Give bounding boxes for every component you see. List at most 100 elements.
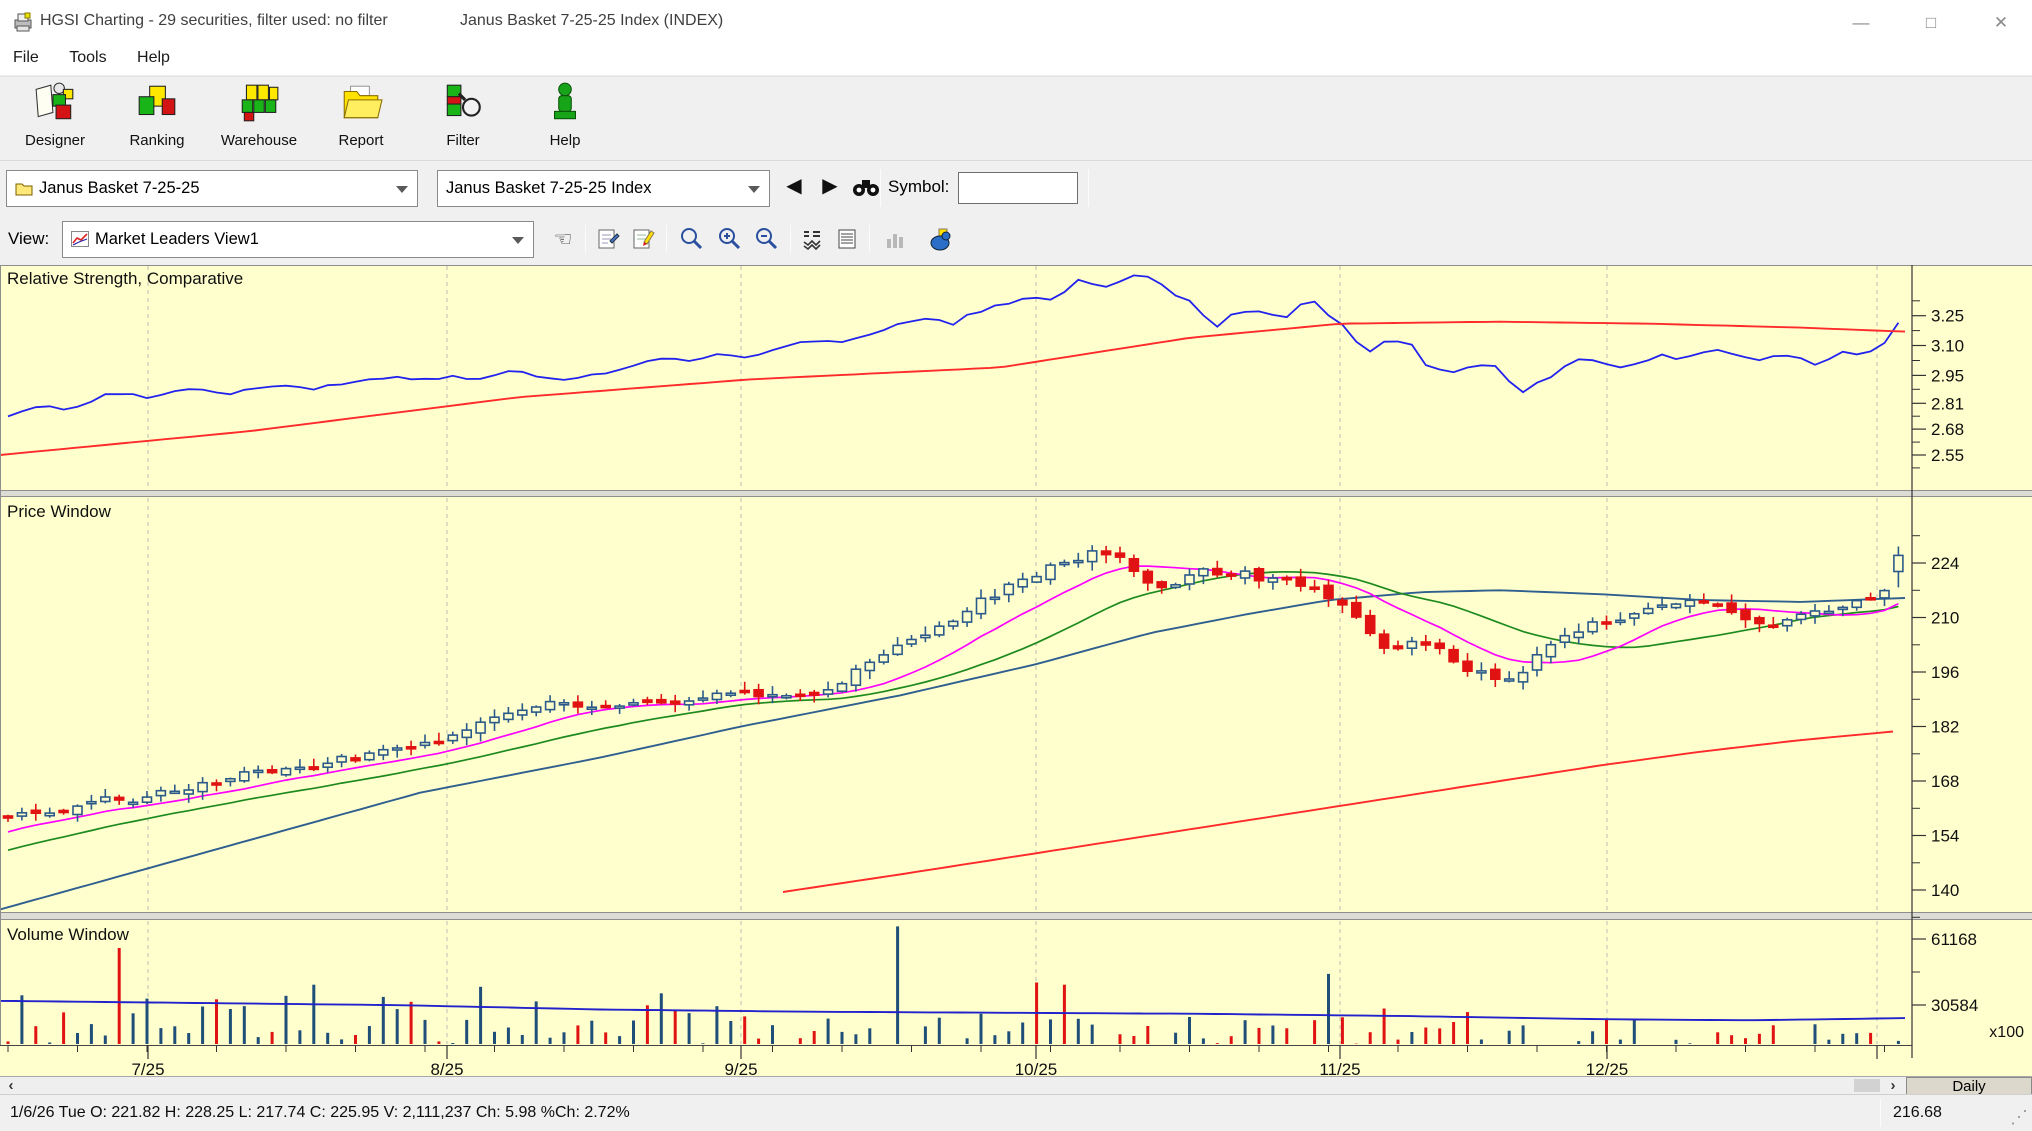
zoom-in-button[interactable] xyxy=(714,224,744,254)
zoom-out-icon xyxy=(756,228,778,250)
mascot-tool-button[interactable] xyxy=(926,224,956,254)
hand-pointer-icon: ☜ xyxy=(553,227,573,251)
data-sheet-button[interactable] xyxy=(832,224,862,254)
periodicity-tab-daily[interactable]: Daily xyxy=(1906,1077,2032,1095)
svg-text:30584: 30584 xyxy=(1931,996,1978,1015)
horizontal-scrollbar[interactable]: ‹ › Daily xyxy=(0,1076,2032,1095)
next-security-button[interactable]: ▶ xyxy=(822,175,838,197)
filter-button[interactable]: Filter xyxy=(412,77,514,159)
scroll-right-arrow[interactable]: › xyxy=(1890,1077,1896,1094)
separator xyxy=(585,225,586,253)
report-icon xyxy=(337,81,385,130)
svg-text:224: 224 xyxy=(1931,554,1959,573)
selector-bar: Janus Basket 7-25-25 Janus Basket 7-25-2… xyxy=(0,160,2032,215)
designer-icon xyxy=(31,81,79,130)
scroll-left-arrow[interactable]: ‹ xyxy=(8,1077,14,1094)
binoculars-icon[interactable] xyxy=(851,175,881,204)
ma200-line xyxy=(782,730,1894,893)
properties-button[interactable] xyxy=(593,224,623,254)
list-icon xyxy=(838,229,856,249)
volume-panel-title: Volume Window xyxy=(7,925,130,944)
help-icon xyxy=(541,81,589,130)
ma50-line xyxy=(0,589,1906,911)
menu-file[interactable]: File xyxy=(13,49,39,66)
properties-icon xyxy=(598,229,620,249)
svg-text:2.68: 2.68 xyxy=(1931,420,1964,439)
filter-label: Filter xyxy=(446,132,480,149)
instrument-combo-value: Janus Basket 7-25-25 Index xyxy=(446,179,652,197)
svg-text:3.25: 3.25 xyxy=(1931,307,1964,326)
price-panel-title: Price Window xyxy=(7,502,112,521)
separator xyxy=(1088,169,1089,207)
svg-text:10/25: 10/25 xyxy=(1015,1060,1058,1076)
price-series xyxy=(0,565,1906,911)
month-gridlines xyxy=(147,266,1878,1044)
svg-text:11/25: 11/25 xyxy=(1319,1060,1360,1076)
warehouse-label: Warehouse xyxy=(220,132,298,149)
menu-bar: File Tools Help xyxy=(0,45,2032,75)
document-title: Janus Basket 7-25-25 Index (INDEX) xyxy=(460,12,724,29)
chart-thumb-icon xyxy=(71,231,89,252)
status-bar: 1/6/26 Tue O: 221.82 H: 228.25 L: 217.74… xyxy=(0,1094,2032,1131)
instrument-combo[interactable]: Janus Basket 7-25-25 Index xyxy=(437,170,770,207)
window-title: HGSI Charting - 29 securities, filter us… xyxy=(40,12,388,29)
maximize-button[interactable]: □ xyxy=(1925,13,1937,32)
edit-pencil-icon xyxy=(633,229,655,249)
view-combo[interactable]: Market Leaders View1 xyxy=(62,221,534,258)
svg-text:182: 182 xyxy=(1931,718,1959,737)
svg-text:x100: x100 xyxy=(1989,1024,2024,1041)
chart-canvas[interactable]: 3.25 3.10 2.95 2.81 2.68 2.55 224 210 196 182 168 1… xyxy=(0,265,2032,1076)
svg-text:196: 196 xyxy=(1931,663,1959,682)
scrollbar-thumb[interactable] xyxy=(1854,1079,1880,1092)
zoom-out-button[interactable] xyxy=(751,224,781,254)
report-button[interactable]: Report xyxy=(310,77,412,159)
title-bar: HGSI Charting - 29 securities, filter us… xyxy=(0,0,2032,45)
filter-icon xyxy=(439,81,487,130)
ma20-line xyxy=(7,570,1899,852)
resize-grip[interactable]: ⋰ xyxy=(2010,1107,2028,1127)
svg-text:12/25: 12/25 xyxy=(1586,1060,1629,1076)
report-label: Report xyxy=(338,132,384,149)
bar-chart-icon xyxy=(887,234,903,248)
chevron-down-icon xyxy=(512,237,524,244)
magnifier-icon xyxy=(681,228,703,250)
help-button[interactable]: Help xyxy=(514,77,616,159)
mascot-icon xyxy=(930,228,951,251)
y-axis: 3.25 3.10 2.95 2.81 2.68 2.55 224 210 196 182 168 1… xyxy=(1911,265,2024,1058)
x-axis: 7/25 8/25 9/25 10/25 11/25 12/25 xyxy=(7,1045,1885,1076)
last-price: 216.68 xyxy=(1893,1104,1942,1121)
svg-text:2.81: 2.81 xyxy=(1931,394,1964,413)
menu-tools[interactable]: Tools xyxy=(69,49,107,66)
previous-security-button[interactable]: ◀ xyxy=(786,175,802,197)
chart-area[interactable]: 3.25 3.10 2.95 2.81 2.68 2.55 224 210 196 182 168 1… xyxy=(0,265,2032,1076)
help-label: Help xyxy=(549,132,581,149)
warehouse-button[interactable]: Warehouse xyxy=(208,77,310,159)
hand-pointer-button[interactable]: ☜ xyxy=(548,224,578,254)
main-toolbar: Designer Ranking Warehouse xyxy=(0,76,2032,160)
chart-background xyxy=(0,265,2032,1076)
svg-text:2.55: 2.55 xyxy=(1931,446,1964,465)
warehouse-icon xyxy=(235,81,283,130)
svg-text:7/25: 7/25 xyxy=(131,1060,164,1076)
basket-combo[interactable]: Janus Basket 7-25-25 xyxy=(6,170,418,207)
periodicity-button[interactable] xyxy=(797,224,827,254)
rs-line xyxy=(7,274,1900,418)
ranking-button[interactable]: Ranking xyxy=(106,77,208,159)
separator xyxy=(869,225,870,253)
close-button[interactable]: ✕ xyxy=(1993,13,2009,32)
menu-help[interactable]: Help xyxy=(137,49,170,66)
find-chart-button[interactable] xyxy=(676,224,706,254)
candles xyxy=(2,545,1904,822)
chart-style-button[interactable] xyxy=(880,224,910,254)
designer-button[interactable]: Designer xyxy=(4,77,106,159)
volume-ma-line xyxy=(0,999,1906,1022)
svg-text:210: 210 xyxy=(1931,609,1959,628)
rs-series xyxy=(0,274,1906,456)
folder-icon xyxy=(15,181,33,196)
chevron-down-icon xyxy=(396,186,408,193)
minimize-button[interactable]: — xyxy=(1852,13,1870,32)
svg-text:2.95: 2.95 xyxy=(1931,366,1964,385)
symbol-input[interactable] xyxy=(958,172,1078,204)
edit-view-button[interactable] xyxy=(628,224,658,254)
view-label: View: xyxy=(8,229,50,248)
